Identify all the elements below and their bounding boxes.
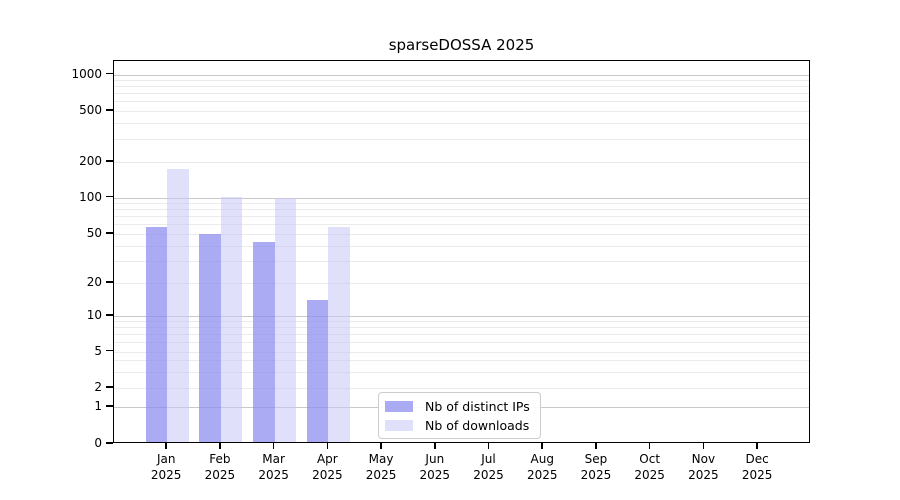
bar-distinct-ips-feb	[199, 234, 221, 442]
minor-gridline	[114, 388, 809, 389]
minor-gridline	[114, 111, 809, 112]
x-tick-label-dec: Dec 2025	[741, 452, 773, 482]
y-tick-mark	[106, 442, 113, 444]
y-tick-mark	[106, 314, 113, 316]
y-tick-mark	[106, 72, 113, 75]
x-tick-label-oct: Oct 2025	[634, 452, 665, 482]
legend-swatch-downloads	[385, 419, 413, 431]
x-tick-label-feb: Feb 2025	[204, 452, 236, 482]
legend-swatch-distinct-ips	[385, 400, 413, 412]
x-tick-mark	[165, 443, 167, 449]
x-tick-label-may: May 2025	[365, 452, 397, 482]
minor-gridline	[114, 351, 809, 353]
legend: Nb of distinct IPs Nb of downloads	[378, 392, 541, 439]
x-tick-label-nov: Nov 2025	[688, 452, 719, 482]
x-tick-mark	[648, 443, 651, 449]
y-tick-label: 100	[79, 189, 102, 204]
x-tick-mark	[326, 443, 329, 449]
x-tick-mark	[487, 443, 490, 449]
y-tick-label: 10	[86, 308, 102, 322]
bar-distinct-ips-mar	[253, 242, 275, 442]
minor-gridline	[114, 327, 809, 329]
x-tick-label-jun: Jun 2025	[419, 452, 451, 482]
y-tick-label: 1000	[71, 66, 102, 81]
legend-label-downloads: Nb of downloads	[425, 417, 530, 433]
x-tick-mark	[595, 443, 597, 449]
x-tick-mark	[272, 443, 275, 449]
y-tick-mark	[106, 160, 113, 162]
bar-distinct-ips-jan	[145, 227, 168, 442]
major-gridline	[114, 316, 809, 317]
bar-distinct-ips-apr	[306, 299, 329, 442]
y-tick-mark	[106, 281, 113, 283]
y-tick-label: 2	[94, 380, 102, 394]
minor-gridline	[114, 216, 809, 218]
x-tick-label-jul: Jul 2025	[473, 452, 504, 482]
y-tick-mark	[106, 405, 113, 407]
minor-gridline	[114, 209, 809, 211]
minor-gridline	[114, 371, 809, 373]
x-tick-label-mar: Mar 2025	[258, 452, 289, 482]
minor-gridline	[114, 162, 809, 163]
major-gridline	[114, 74, 809, 76]
minor-gridline	[114, 261, 809, 263]
minor-gridline	[114, 139, 809, 141]
minor-gridline	[114, 342, 809, 344]
x-tick-mark	[219, 443, 221, 449]
minor-gridline	[114, 234, 809, 235]
y-tick-mark	[106, 232, 113, 234]
plot-area	[113, 60, 810, 443]
y-tick-label: 50	[86, 226, 102, 240]
x-tick-mark	[434, 443, 436, 449]
x-tick-label-apr: Apr 2025	[312, 452, 343, 482]
y-tick-label: 5	[94, 343, 102, 358]
minor-gridline	[114, 203, 809, 205]
minor-gridline	[114, 123, 809, 125]
minor-gridline	[114, 283, 809, 284]
y-tick-label: 0	[94, 436, 102, 450]
legend-label-distinct-ips: Nb of distinct IPs	[425, 398, 530, 414]
minor-gridline	[114, 101, 809, 103]
x-tick-mark	[702, 443, 705, 449]
y-tick-label: 500	[79, 103, 102, 117]
y-tick-mark	[106, 349, 113, 352]
legend-item-downloads: Nb of downloads	[385, 417, 530, 433]
minor-gridline	[114, 245, 809, 247]
y-tick-label: 20	[86, 275, 102, 289]
bar-downloads-feb	[220, 196, 243, 442]
y-tick-label: 1	[94, 399, 102, 413]
bar-downloads-apr	[328, 227, 350, 442]
x-tick-label-aug: Aug 2025	[526, 452, 558, 482]
x-tick-mark	[756, 443, 758, 449]
minor-gridline	[114, 93, 809, 95]
minor-gridline	[114, 360, 809, 362]
minor-gridline	[114, 334, 809, 336]
y-tick-mark	[106, 109, 113, 111]
bar-downloads-jan	[167, 168, 189, 442]
minor-gridline	[114, 80, 809, 82]
chart-title: sparseDOSSA 2025	[388, 36, 535, 54]
major-gridline	[114, 197, 809, 199]
minor-gridline	[114, 86, 809, 88]
minor-gridline	[114, 224, 809, 226]
x-tick-mark	[380, 443, 382, 449]
bar-downloads-mar	[274, 197, 297, 442]
y-tick-label: 200	[79, 154, 102, 168]
x-tick-mark	[541, 443, 543, 449]
y-tick-mark	[106, 386, 113, 388]
legend-item-distinct-ips: Nb of distinct IPs	[385, 398, 530, 414]
x-tick-label-sep: Sep 2025	[580, 452, 612, 482]
minor-gridline	[114, 321, 809, 323]
x-tick-label-jan: Jan 2025	[150, 452, 182, 482]
y-tick-mark	[106, 195, 113, 198]
